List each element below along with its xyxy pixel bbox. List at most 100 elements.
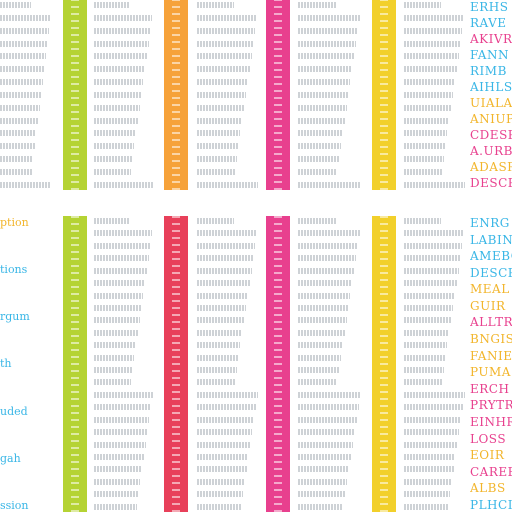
blurred-text-line <box>94 342 136 349</box>
word-item: AKIVR <box>470 32 512 46</box>
word-item: ANIUP <box>470 112 512 126</box>
blurred-text-line <box>404 304 453 311</box>
blurred-text-line <box>298 168 338 175</box>
blurred-text-line <box>0 79 43 86</box>
word-item: GUIR <box>470 298 506 313</box>
vertical-tab-strip[interactable] <box>372 0 396 190</box>
blurred-text-line <box>298 117 345 124</box>
blurred-text-line <box>197 143 239 150</box>
blurred-text-line <box>94 255 149 262</box>
blurred-text-line <box>404 104 452 111</box>
blurred-text-line <box>0 181 51 188</box>
word-item: EINHR <box>470 414 512 429</box>
blurred-text-line <box>0 91 42 98</box>
blurred-text-line <box>94 466 142 473</box>
text-column <box>404 0 466 190</box>
word-item: LOSS <box>470 431 507 446</box>
blurred-text-line <box>94 503 137 510</box>
blurred-text-line <box>298 329 345 336</box>
blurred-text-line <box>197 91 246 98</box>
text-column <box>94 216 154 512</box>
blurred-text-line <box>404 416 462 423</box>
vertical-tab-strip[interactable] <box>164 0 188 190</box>
right-word-list: ERHS RAVE AKIVR FANN RIMB AIHLS UIALA ANIUP CDES… <box>470 0 512 190</box>
text-column <box>197 216 259 512</box>
blurred-text-line <box>94 329 138 336</box>
blurred-text-line <box>94 230 153 237</box>
blurred-text-line <box>94 91 142 98</box>
blurred-text-line <box>298 503 344 510</box>
blurred-text-line <box>404 242 463 249</box>
blurred-text-line <box>298 342 343 349</box>
blurred-text-line <box>298 267 355 274</box>
blurred-text-line <box>197 104 245 111</box>
blurred-text-line <box>197 156 237 163</box>
blurred-text-line <box>94 379 131 386</box>
blurred-text-line <box>404 478 452 485</box>
blurred-text-line <box>0 40 48 47</box>
blurred-text-line <box>298 218 337 224</box>
vertical-tab-strip[interactable] <box>266 216 290 512</box>
blurred-text-line <box>404 267 459 274</box>
blurred-text-line <box>94 304 142 311</box>
blurred-text-line <box>94 317 140 324</box>
word-item: FANN <box>470 48 509 62</box>
blurred-text-line <box>298 91 349 98</box>
blurred-text-line <box>404 404 463 411</box>
blurred-text-line <box>298 478 348 485</box>
blurred-text-line <box>94 168 131 175</box>
blurred-text-line <box>298 416 357 423</box>
blurred-text-line <box>0 104 40 111</box>
word-item: ption <box>0 216 29 229</box>
blurred-text-line <box>298 130 343 137</box>
word-item: tions <box>0 263 28 277</box>
word-item: ADASR <box>470 160 512 174</box>
blurred-text-line <box>197 391 258 398</box>
blurred-text-line <box>298 292 351 299</box>
blurred-text-line <box>404 14 465 21</box>
blurred-text-line <box>197 267 252 274</box>
blurred-text-line <box>197 79 248 86</box>
blurred-text-line <box>298 491 346 498</box>
word-item: ERCH <box>470 381 510 396</box>
blurred-text-line <box>94 242 151 249</box>
blurred-text-line <box>197 66 250 73</box>
blurred-text-line <box>404 491 450 498</box>
vertical-tab-strip[interactable] <box>372 216 396 512</box>
word-item: CDESR <box>470 128 512 142</box>
blurred-text-line <box>404 367 444 374</box>
blurred-text-line <box>197 255 254 262</box>
blurred-text-line <box>298 391 361 398</box>
blurred-text-line <box>298 429 355 436</box>
word-item: ENRG <box>470 216 510 230</box>
blurred-text-line <box>197 342 241 349</box>
vertical-tab-strip[interactable] <box>63 0 87 190</box>
blurred-text-line <box>298 304 349 311</box>
vertical-tab-strip[interactable] <box>266 0 290 190</box>
blurred-text-line <box>404 143 446 150</box>
blurred-text-line <box>94 491 139 498</box>
blurred-text-line <box>197 404 256 411</box>
vertical-tab-strip[interactable] <box>63 216 87 512</box>
blurred-text-line <box>197 354 239 361</box>
blurred-text-line <box>197 53 252 60</box>
blurred-text-line <box>94 478 141 485</box>
blurred-text-line <box>404 40 461 47</box>
word-item: gah <box>0 451 21 465</box>
blurred-text-line <box>298 40 357 47</box>
word-item: ALLTR <box>470 315 512 330</box>
blurred-text-line <box>197 416 255 423</box>
blurred-text-line <box>94 2 130 8</box>
blurred-text-line <box>404 354 446 361</box>
blurred-text-line <box>298 2 337 8</box>
blurred-text-line <box>94 143 135 150</box>
blurred-text-line <box>197 40 254 47</box>
blurred-text-line <box>298 27 359 34</box>
vertical-tab-strip[interactable] <box>164 216 188 512</box>
blurred-text-line <box>94 66 145 73</box>
blurred-text-line <box>197 168 235 175</box>
text-column <box>94 0 154 190</box>
blurred-text-line <box>197 242 256 249</box>
blurred-text-line <box>197 130 241 137</box>
blurred-text-line <box>404 27 463 34</box>
